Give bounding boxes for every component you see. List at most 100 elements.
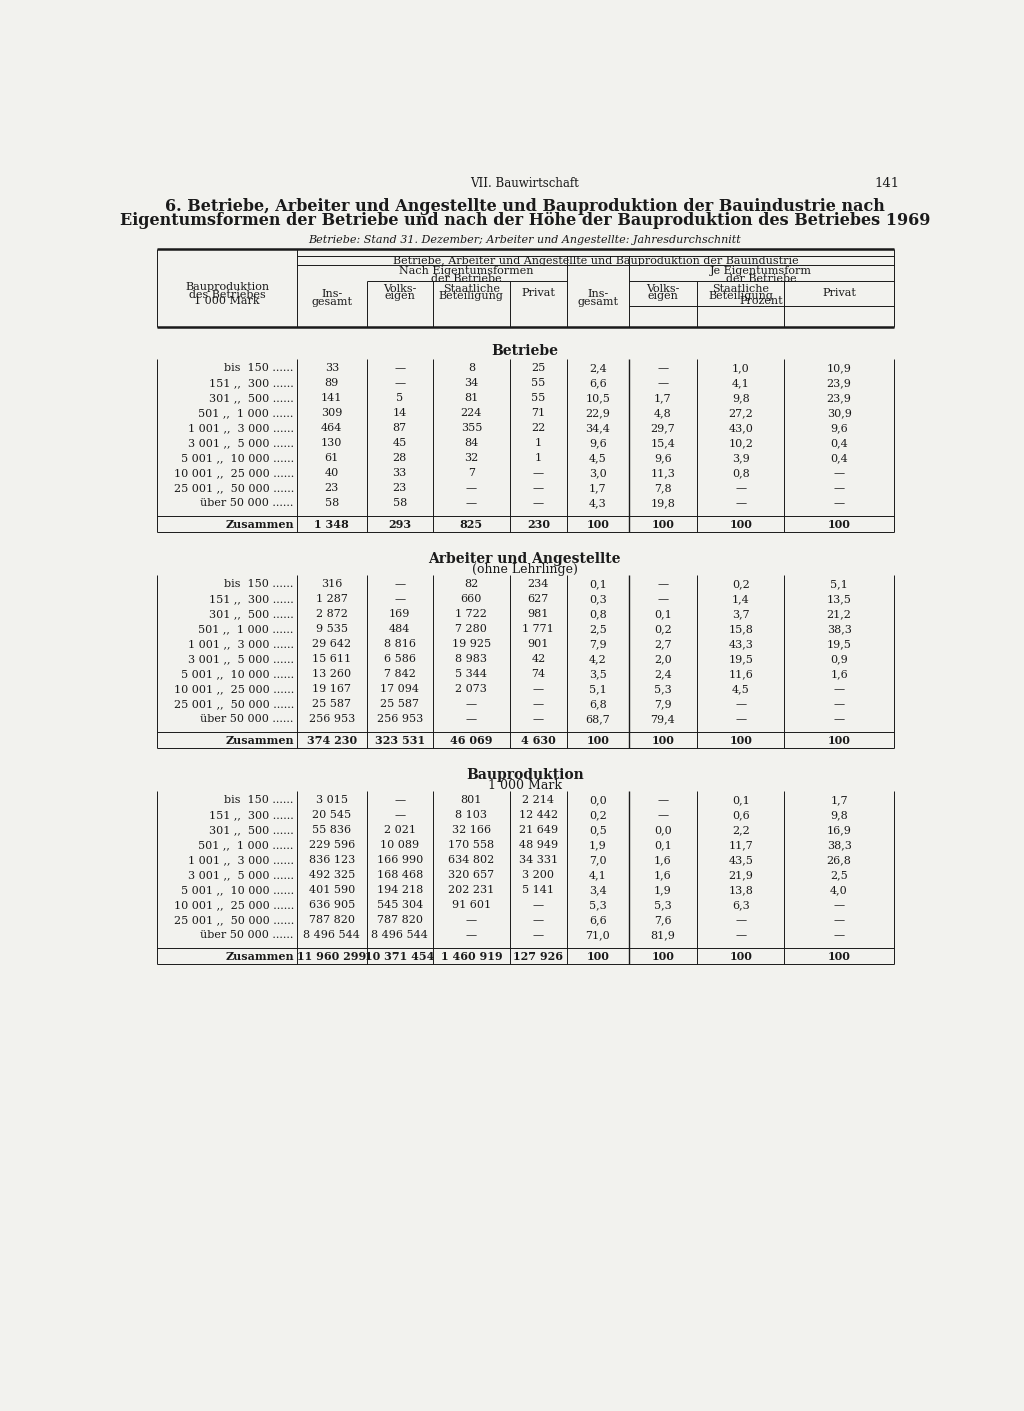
Text: —: —	[532, 684, 544, 694]
Text: 1 001 ,,  3 000 ......: 1 001 ,, 3 000 ......	[187, 855, 294, 865]
Text: 7,9: 7,9	[654, 698, 672, 708]
Text: 836 123: 836 123	[308, 855, 355, 865]
Text: 4 630: 4 630	[521, 735, 556, 746]
Text: 2,7: 2,7	[654, 639, 672, 649]
Text: 8: 8	[468, 363, 475, 373]
Text: 627: 627	[527, 594, 549, 604]
Text: —: —	[466, 914, 477, 924]
Text: 0,1: 0,1	[654, 608, 672, 619]
Text: 30,9: 30,9	[826, 408, 852, 418]
Text: 10,2: 10,2	[728, 437, 753, 447]
Text: 8 496 544: 8 496 544	[371, 930, 428, 940]
Text: —: —	[657, 363, 669, 373]
Text: Staatliche: Staatliche	[442, 284, 500, 293]
Text: 256 953: 256 953	[377, 714, 423, 724]
Text: 0,6: 0,6	[732, 810, 750, 820]
Text: 3 015: 3 015	[315, 794, 348, 804]
Text: —: —	[657, 810, 669, 820]
Text: 3,0: 3,0	[589, 468, 606, 478]
Text: Volks-: Volks-	[383, 284, 417, 293]
Text: 0,1: 0,1	[654, 840, 672, 849]
Text: 316: 316	[322, 579, 342, 588]
Text: bis  150 ......: bis 150 ......	[224, 794, 294, 804]
Text: 3 001 ,,  5 000 ......: 3 001 ,, 5 000 ......	[187, 869, 294, 880]
Text: 21,9: 21,9	[728, 869, 753, 880]
Text: 4,5: 4,5	[589, 453, 606, 463]
Text: 23,9: 23,9	[826, 378, 852, 388]
Text: Je Eigentumsform: Je Eigentumsform	[711, 265, 812, 277]
Text: —: —	[466, 714, 477, 724]
Text: 401 590: 401 590	[308, 885, 355, 895]
Text: —: —	[735, 714, 746, 724]
Text: 0,1: 0,1	[732, 794, 750, 804]
Text: 43,5: 43,5	[728, 855, 753, 865]
Text: —: —	[394, 579, 406, 588]
Text: —: —	[532, 468, 544, 478]
Text: über 50 000 ......: über 50 000 ......	[201, 930, 294, 940]
Text: 40: 40	[325, 468, 339, 478]
Text: 9 535: 9 535	[315, 624, 348, 634]
Text: 166 990: 166 990	[377, 855, 423, 865]
Text: Privat: Privat	[822, 288, 856, 298]
Text: 1,6: 1,6	[654, 869, 672, 880]
Text: Betriebe, Arbeiter und Angestellte und Bauproduktion der Bauindustrie: Betriebe, Arbeiter und Angestellte und B…	[392, 257, 798, 267]
Text: 10 001 ,,  25 000 ......: 10 001 ,, 25 000 ......	[174, 684, 294, 694]
Text: 234: 234	[527, 579, 549, 588]
Text: 100: 100	[586, 951, 609, 962]
Text: 0,9: 0,9	[830, 653, 848, 663]
Text: 26,8: 26,8	[826, 855, 852, 865]
Text: 68,7: 68,7	[586, 714, 610, 724]
Text: 43,3: 43,3	[728, 639, 753, 649]
Text: 13,5: 13,5	[826, 594, 852, 604]
Text: —: —	[394, 594, 406, 604]
Text: 15,8: 15,8	[728, 624, 753, 634]
Text: 23,9: 23,9	[826, 392, 852, 402]
Text: 15 611: 15 611	[312, 653, 351, 663]
Text: 1 460 919: 1 460 919	[440, 951, 502, 962]
Text: —: —	[834, 468, 845, 478]
Text: Betriebe: Betriebe	[492, 344, 558, 358]
Text: 1,4: 1,4	[732, 594, 750, 604]
Text: 3,5: 3,5	[589, 669, 606, 679]
Text: 13 260: 13 260	[312, 669, 351, 679]
Text: Arbeiter und Angestellte: Arbeiter und Angestellte	[429, 552, 621, 566]
Text: Beteiligung: Beteiligung	[709, 291, 773, 302]
Text: 151 ,,  300 ......: 151 ,, 300 ......	[209, 810, 294, 820]
Text: —: —	[834, 498, 845, 508]
Text: 7 280: 7 280	[456, 624, 487, 634]
Text: —: —	[532, 498, 544, 508]
Text: —: —	[834, 698, 845, 708]
Text: 501 ,,  1 000 ......: 501 ,, 1 000 ......	[199, 408, 294, 418]
Text: 89: 89	[325, 378, 339, 388]
Text: 2 214: 2 214	[522, 794, 554, 804]
Text: 11 960 299: 11 960 299	[297, 951, 367, 962]
Text: 2 073: 2 073	[456, 684, 487, 694]
Text: 151 ,,  300 ......: 151 ,, 300 ......	[209, 594, 294, 604]
Text: 3 200: 3 200	[522, 869, 554, 880]
Text: über 50 000 ......: über 50 000 ......	[201, 714, 294, 724]
Text: 14: 14	[392, 408, 407, 418]
Text: 4,3: 4,3	[589, 498, 606, 508]
Text: 5 001 ,,  10 000 ......: 5 001 ,, 10 000 ......	[180, 885, 294, 895]
Text: 2,2: 2,2	[732, 825, 750, 835]
Text: 4,1: 4,1	[732, 378, 750, 388]
Text: 2,5: 2,5	[830, 869, 848, 880]
Text: 32: 32	[464, 453, 478, 463]
Text: 2,4: 2,4	[654, 669, 672, 679]
Text: 5 001 ,,  10 000 ......: 5 001 ,, 10 000 ......	[180, 669, 294, 679]
Text: 100: 100	[651, 951, 674, 962]
Text: 48 949: 48 949	[519, 840, 558, 849]
Text: Ins-: Ins-	[322, 289, 342, 299]
Text: 787 820: 787 820	[377, 914, 423, 924]
Text: 2 021: 2 021	[384, 825, 416, 835]
Text: 7,0: 7,0	[589, 855, 606, 865]
Text: 5,1: 5,1	[830, 579, 848, 588]
Text: 9,8: 9,8	[830, 810, 848, 820]
Text: 71,0: 71,0	[586, 930, 610, 940]
Text: 1 000 Mark: 1 000 Mark	[195, 296, 260, 306]
Text: 981: 981	[527, 608, 549, 619]
Text: 901: 901	[527, 639, 549, 649]
Text: —: —	[532, 930, 544, 940]
Text: 25 001 ,,  50 000 ......: 25 001 ,, 50 000 ......	[174, 698, 294, 708]
Text: 100: 100	[651, 519, 674, 531]
